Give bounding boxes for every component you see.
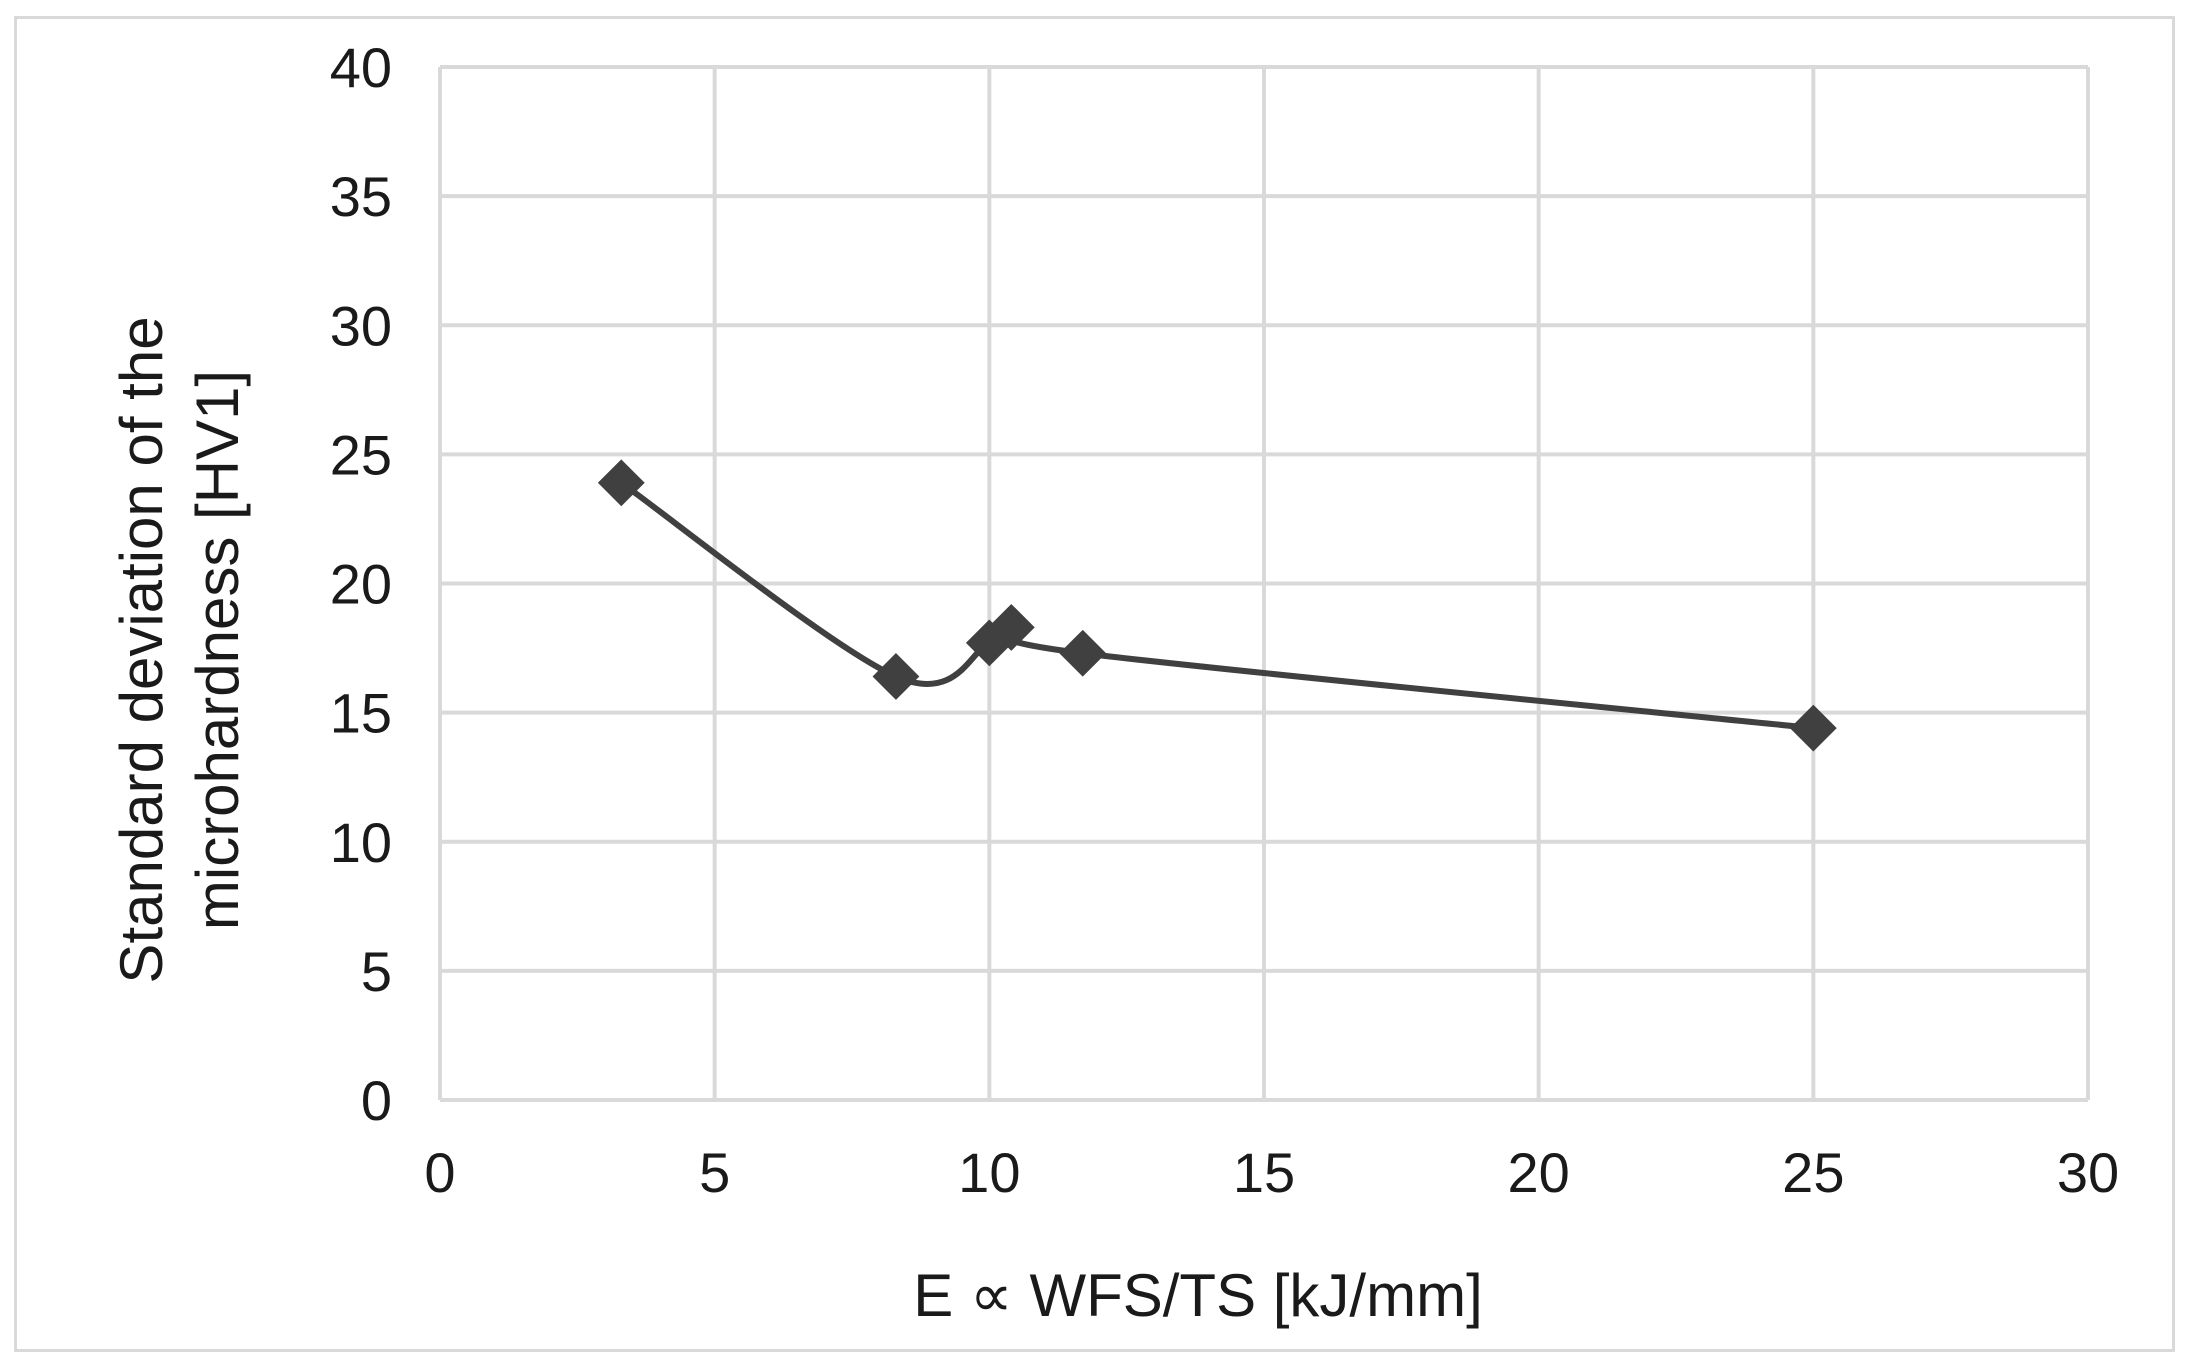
y-tick-label-25: 25 (330, 423, 392, 486)
data-point-0-5 (1789, 704, 1837, 752)
y-tick-label-35: 35 (330, 165, 392, 228)
x-tick-label-20: 20 (1508, 1141, 1570, 1204)
y-tick-label-30: 30 (330, 294, 392, 357)
x-tick-label-15: 15 (1233, 1141, 1295, 1204)
data-point-0-4 (1059, 629, 1107, 677)
x-tick-label-10: 10 (958, 1141, 1020, 1204)
x-axis-title: E ∝ WFS/TS [kJ/mm] (913, 1262, 1483, 1329)
y-tick-label-20: 20 (330, 553, 392, 616)
x-tick-label-0: 0 (424, 1141, 455, 1204)
series-group (597, 459, 1837, 752)
y-tick-label-10: 10 (330, 811, 392, 874)
y-axis-title-line-1: Standard deviation of the (108, 316, 175, 983)
y-tick-label-15: 15 (330, 682, 392, 745)
x-axis-tick-labels: 0 5 10 15 20 25 30 (424, 1141, 2119, 1204)
y-tick-label-40: 40 (330, 36, 392, 99)
data-point-0-3 (987, 603, 1035, 651)
data-point-0-1 (872, 653, 920, 700)
y-axis-tick-labels: 0 5 10 15 20 25 30 35 40 (330, 36, 392, 1132)
x-tick-label-30: 30 (2057, 1141, 2119, 1204)
x-tick-label-25: 25 (1782, 1141, 1844, 1204)
y-tick-label-5: 5 (361, 940, 392, 1003)
y-tick-label-0: 0 (361, 1069, 392, 1132)
data-point-0-0 (597, 459, 645, 507)
y-axis-title: Standard deviation of the microhardness … (108, 316, 251, 983)
series-line-0 (618, 479, 1817, 732)
y-axis-title-line-2: microhardness [HV1] (184, 370, 251, 930)
x-tick-label-5: 5 (699, 1141, 730, 1204)
grid-lines (438, 65, 2090, 1102)
